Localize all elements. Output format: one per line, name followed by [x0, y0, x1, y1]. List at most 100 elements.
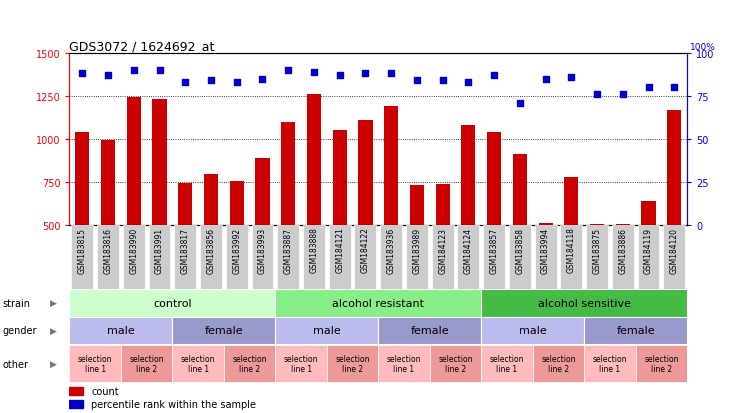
- Bar: [663, 225, 685, 289]
- Bar: [590, 224, 604, 225]
- Text: selection
line 2: selection line 2: [129, 354, 164, 373]
- Text: GSM183994: GSM183994: [541, 227, 550, 273]
- Bar: [379, 345, 430, 382]
- Text: GSM183817: GSM183817: [181, 227, 190, 273]
- Bar: [204, 175, 218, 225]
- Bar: [636, 345, 687, 382]
- Text: ▶: ▶: [50, 326, 57, 335]
- Text: selection
line 1: selection line 1: [181, 354, 216, 373]
- Text: count: count: [91, 386, 118, 396]
- Text: GSM184119: GSM184119: [644, 227, 653, 273]
- Bar: [612, 225, 634, 289]
- Bar: [458, 225, 480, 289]
- Point: [205, 78, 217, 84]
- Bar: [200, 225, 222, 289]
- Text: selection
line 1: selection line 1: [490, 354, 524, 373]
- Bar: [432, 225, 453, 289]
- Bar: [69, 345, 121, 382]
- Point: [437, 78, 449, 84]
- Bar: [509, 225, 531, 289]
- Bar: [487, 133, 501, 225]
- Bar: [276, 289, 481, 317]
- Bar: [101, 141, 115, 225]
- Text: selection
line 2: selection line 2: [644, 354, 678, 373]
- Text: gender: gender: [2, 325, 37, 336]
- Bar: [533, 345, 584, 382]
- Text: selection
line 1: selection line 1: [593, 354, 627, 373]
- Bar: [121, 345, 173, 382]
- Bar: [406, 225, 428, 289]
- Point: [360, 71, 371, 78]
- Text: selection
line 1: selection line 1: [284, 354, 318, 373]
- Text: GSM184118: GSM184118: [567, 227, 576, 273]
- Bar: [586, 225, 608, 289]
- Bar: [276, 345, 327, 382]
- Bar: [277, 225, 299, 289]
- Text: GSM183875: GSM183875: [593, 227, 602, 273]
- Text: selection
line 2: selection line 2: [541, 354, 576, 373]
- Text: selection
line 2: selection line 2: [336, 354, 370, 373]
- Text: GSM183991: GSM183991: [155, 227, 164, 273]
- Point: [514, 100, 526, 107]
- Bar: [173, 345, 224, 382]
- Text: GSM183886: GSM183886: [618, 227, 627, 273]
- Text: 100%: 100%: [690, 43, 716, 52]
- Text: female: female: [410, 325, 449, 336]
- Bar: [584, 317, 687, 344]
- Bar: [97, 225, 119, 289]
- Text: male: male: [313, 325, 341, 336]
- Text: GSM183816: GSM183816: [104, 227, 113, 273]
- Bar: [380, 225, 402, 289]
- Text: GSM184122: GSM184122: [361, 227, 370, 273]
- Bar: [255, 158, 270, 225]
- Bar: [410, 186, 424, 225]
- Bar: [153, 100, 167, 225]
- Bar: [642, 202, 656, 225]
- Bar: [173, 317, 276, 344]
- Bar: [333, 131, 346, 225]
- Text: alcohol sensitive: alcohol sensitive: [538, 298, 631, 308]
- Bar: [667, 111, 681, 225]
- Text: selection
line 2: selection line 2: [232, 354, 267, 373]
- Bar: [534, 225, 556, 289]
- Point: [128, 67, 140, 74]
- Text: ▶: ▶: [50, 299, 57, 307]
- Bar: [358, 121, 373, 225]
- Text: GSM184123: GSM184123: [438, 227, 447, 273]
- Text: strain: strain: [2, 298, 30, 308]
- Bar: [276, 317, 379, 344]
- Text: GSM184121: GSM184121: [336, 227, 344, 273]
- Point: [566, 74, 577, 81]
- Text: GSM184120: GSM184120: [670, 227, 679, 273]
- Bar: [584, 345, 636, 382]
- Bar: [481, 289, 687, 317]
- Text: GSM183815: GSM183815: [77, 227, 87, 273]
- Point: [102, 73, 114, 79]
- Point: [411, 78, 423, 84]
- Bar: [327, 345, 379, 382]
- Point: [179, 80, 191, 86]
- Point: [334, 73, 346, 79]
- Point: [154, 67, 165, 74]
- Bar: [69, 387, 83, 395]
- Bar: [481, 317, 584, 344]
- Text: GSM183858: GSM183858: [515, 227, 524, 273]
- Text: GSM183992: GSM183992: [232, 227, 241, 273]
- Text: control: control: [153, 298, 192, 308]
- Bar: [281, 122, 295, 225]
- Point: [282, 67, 294, 74]
- Bar: [561, 225, 583, 289]
- Bar: [126, 98, 141, 225]
- Text: GSM183989: GSM183989: [412, 227, 421, 273]
- Point: [308, 69, 319, 76]
- Text: male: male: [107, 325, 135, 336]
- Point: [668, 85, 680, 91]
- Text: GSM183936: GSM183936: [387, 227, 395, 273]
- Bar: [69, 289, 276, 317]
- Bar: [174, 225, 196, 289]
- Bar: [483, 225, 505, 289]
- Bar: [637, 225, 659, 289]
- Point: [539, 76, 551, 83]
- Bar: [72, 225, 94, 289]
- Text: female: female: [616, 325, 655, 336]
